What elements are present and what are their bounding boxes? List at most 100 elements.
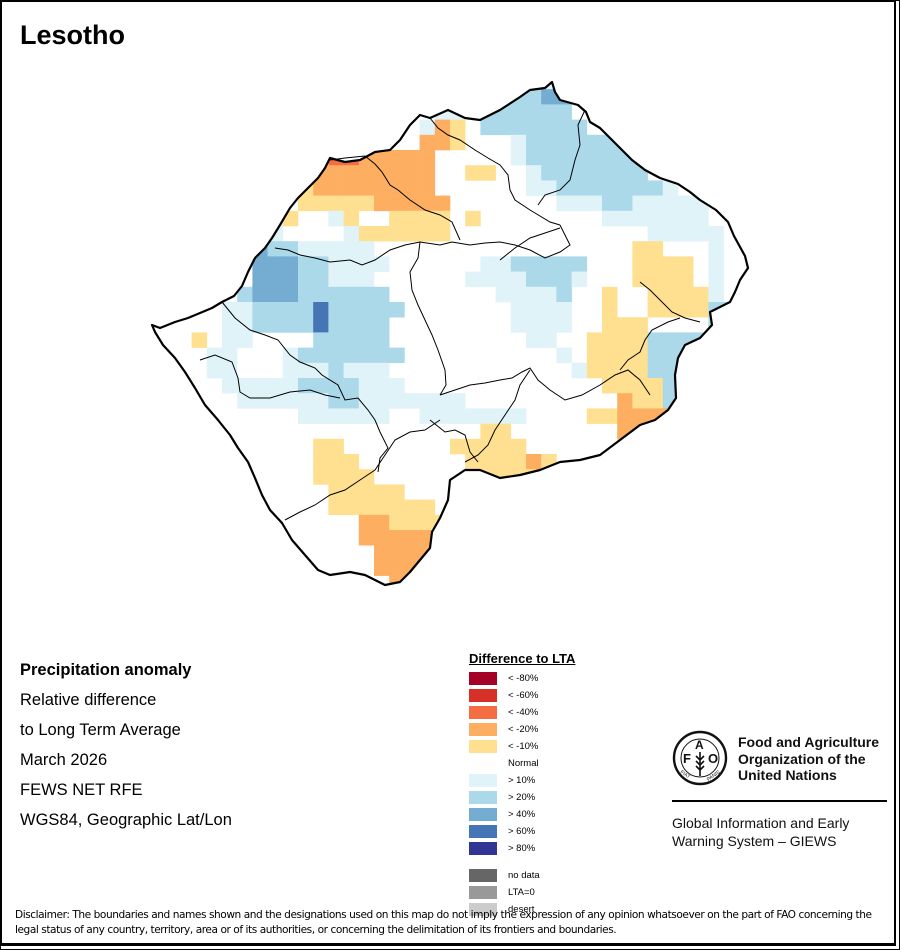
grid-cell [282,302,299,318]
grid-cell [678,226,694,242]
grid-cell [571,150,588,166]
grid-cell [602,195,618,212]
grid-cell [328,286,344,303]
grid-cell [586,332,603,348]
legend-swatch [469,869,497,882]
grid-cell [343,195,360,212]
grid-cell [678,408,694,424]
grid-cell [556,484,572,500]
grid-cell [434,210,451,227]
grid-cell [343,393,360,409]
grid-cell [678,438,694,455]
grid-cell [662,408,679,424]
grid-cell [510,545,527,561]
grid-cell [450,560,466,576]
grid-cell [526,545,542,561]
info-line: WGS84, Geographic Lat/Lon [20,811,232,829]
grid-cell [358,286,375,303]
grid-cell [647,423,664,440]
grid-cell [434,530,451,546]
grid-cell [556,150,572,166]
grid-cell [313,393,329,409]
grid-cell [662,286,679,303]
grid-cell [647,393,664,409]
grid-cell [708,332,724,348]
grid-cell [267,302,284,318]
grid-cell [282,393,299,409]
grid-cell [510,286,527,303]
grid-cell [693,378,709,394]
grid-cell [313,302,329,318]
grid-cell [571,499,588,516]
grid-cell [374,286,390,303]
grid-cell [313,317,329,333]
grid-cell [389,302,405,318]
grid-cell [374,514,390,531]
district-boundary [639,281,701,323]
grid-cell [510,530,527,546]
grid-cell [358,226,375,242]
grid-cell [222,302,238,318]
grid-cell [556,256,572,272]
grid-cell [374,378,390,394]
grid-cell [510,302,527,318]
svg-text:FIAT: FIAT [679,769,691,780]
grid-cell [541,484,557,500]
grid-cell [602,347,618,364]
grid-cell [252,256,268,272]
grid-cell [708,241,724,257]
grid-cell [602,150,618,166]
grid-cell [343,408,360,424]
grid-cell [662,180,679,196]
info-line: March 2026 [20,751,108,769]
grid-cell [586,195,603,212]
grid-cell [526,454,542,470]
grid-cell [662,195,679,212]
grid-cell [465,408,481,424]
grid-cell [617,210,633,227]
legend-label: no data [508,870,540,881]
legend-swatch [469,706,497,719]
grid-cell [617,408,633,424]
grid-cell [450,134,466,151]
grid-cell [510,514,527,531]
grid-cell [723,423,740,440]
map-canvas [150,80,750,587]
grid-cell [298,302,314,318]
grid-cell [282,256,299,272]
grid-cell [389,484,405,500]
grid-cell [389,575,405,585]
grid-cell [343,226,360,242]
giews-name: Global Information and Early Warning Sys… [672,814,849,850]
legend-swatch [469,672,497,685]
grid-cell [693,408,709,424]
grid-cell [389,195,405,212]
grid-cell [602,210,618,227]
district-boundary [429,117,561,226]
legend-label: < -10% [508,741,539,752]
grid-cell [434,134,451,151]
grid-cell [723,393,740,409]
country-boundary [150,80,750,587]
grid-cell [465,484,481,500]
grid-cell [526,332,542,348]
grid-cell [358,256,375,272]
grid-cell [526,104,542,120]
grid-cell [495,575,512,585]
grid-cell [434,393,451,409]
grid-cell [602,362,618,379]
grid-cell [389,150,405,166]
grid-cell [693,347,709,364]
grid-cell [419,150,436,166]
grid-cell [526,256,542,272]
grid-cell [571,256,588,272]
grid-cell [419,119,436,136]
grid-cell [738,438,748,455]
grid-cell [556,286,572,303]
grid-cell [328,484,344,500]
grid-cell [556,119,572,136]
grid-cell [693,210,709,227]
grid-cell [602,317,618,333]
grid-cell [556,165,572,181]
fao-logo-icon: F A O FIAT PANIS [672,730,728,786]
